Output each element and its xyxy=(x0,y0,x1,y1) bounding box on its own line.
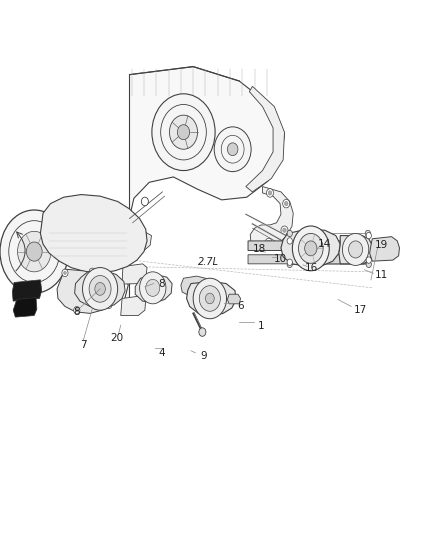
Circle shape xyxy=(110,282,113,285)
Circle shape xyxy=(304,241,316,256)
Circle shape xyxy=(280,226,287,235)
Polygon shape xyxy=(180,276,206,296)
Circle shape xyxy=(139,272,166,304)
Polygon shape xyxy=(13,297,37,317)
Text: 2.7L: 2.7L xyxy=(198,257,219,267)
Circle shape xyxy=(177,125,189,140)
Circle shape xyxy=(365,261,371,268)
Text: 20: 20 xyxy=(110,334,123,343)
Circle shape xyxy=(95,282,105,295)
Circle shape xyxy=(342,233,368,265)
Circle shape xyxy=(292,226,328,271)
Circle shape xyxy=(286,261,292,268)
Circle shape xyxy=(106,301,112,309)
Circle shape xyxy=(365,232,371,239)
Polygon shape xyxy=(227,294,240,304)
Circle shape xyxy=(348,241,362,258)
Circle shape xyxy=(266,189,273,197)
Circle shape xyxy=(268,191,271,195)
Circle shape xyxy=(286,259,292,265)
Text: 8: 8 xyxy=(158,279,165,288)
Circle shape xyxy=(82,268,117,310)
Circle shape xyxy=(62,269,68,277)
Polygon shape xyxy=(280,229,339,266)
Text: 7: 7 xyxy=(80,341,87,350)
Polygon shape xyxy=(135,274,172,303)
Circle shape xyxy=(18,231,51,272)
Circle shape xyxy=(141,197,148,206)
Text: 19: 19 xyxy=(374,240,387,250)
Circle shape xyxy=(205,293,214,304)
Circle shape xyxy=(282,228,286,232)
Circle shape xyxy=(199,286,220,311)
Text: 9: 9 xyxy=(199,351,206,361)
Polygon shape xyxy=(247,255,370,264)
Circle shape xyxy=(265,238,272,247)
Circle shape xyxy=(89,268,95,276)
Text: 17: 17 xyxy=(353,305,367,315)
Circle shape xyxy=(91,270,93,273)
Text: 10: 10 xyxy=(273,254,286,263)
Circle shape xyxy=(107,303,110,306)
Circle shape xyxy=(89,276,111,302)
Circle shape xyxy=(75,309,78,312)
Polygon shape xyxy=(120,296,145,316)
Circle shape xyxy=(286,230,292,237)
Circle shape xyxy=(145,279,159,296)
Polygon shape xyxy=(12,280,42,301)
Circle shape xyxy=(193,278,226,319)
Circle shape xyxy=(152,94,215,171)
Text: 14: 14 xyxy=(318,239,331,248)
Polygon shape xyxy=(245,86,284,192)
Text: 8: 8 xyxy=(73,307,80,317)
Text: 6: 6 xyxy=(237,301,244,311)
Circle shape xyxy=(266,240,270,245)
Circle shape xyxy=(0,210,68,293)
Circle shape xyxy=(74,306,80,314)
Circle shape xyxy=(64,271,66,274)
Text: 16: 16 xyxy=(304,263,318,273)
Polygon shape xyxy=(122,264,147,284)
Circle shape xyxy=(109,280,115,287)
Polygon shape xyxy=(57,269,115,313)
Polygon shape xyxy=(40,195,147,273)
Polygon shape xyxy=(247,241,368,251)
Circle shape xyxy=(365,257,371,263)
Polygon shape xyxy=(250,187,293,248)
Circle shape xyxy=(298,233,322,263)
Polygon shape xyxy=(369,237,399,261)
Circle shape xyxy=(282,199,289,208)
Circle shape xyxy=(26,242,42,261)
Circle shape xyxy=(227,143,237,156)
Polygon shape xyxy=(123,67,284,310)
Circle shape xyxy=(286,238,292,244)
Polygon shape xyxy=(123,232,151,252)
Circle shape xyxy=(284,201,287,206)
Polygon shape xyxy=(74,271,125,308)
Circle shape xyxy=(169,115,197,149)
Circle shape xyxy=(214,127,251,172)
Text: 11: 11 xyxy=(374,270,387,280)
Polygon shape xyxy=(186,281,236,316)
Text: 1: 1 xyxy=(257,321,264,331)
Circle shape xyxy=(198,328,205,336)
Text: 4: 4 xyxy=(158,348,165,358)
Polygon shape xyxy=(338,236,371,264)
Text: 18: 18 xyxy=(253,244,266,254)
Circle shape xyxy=(364,230,370,237)
